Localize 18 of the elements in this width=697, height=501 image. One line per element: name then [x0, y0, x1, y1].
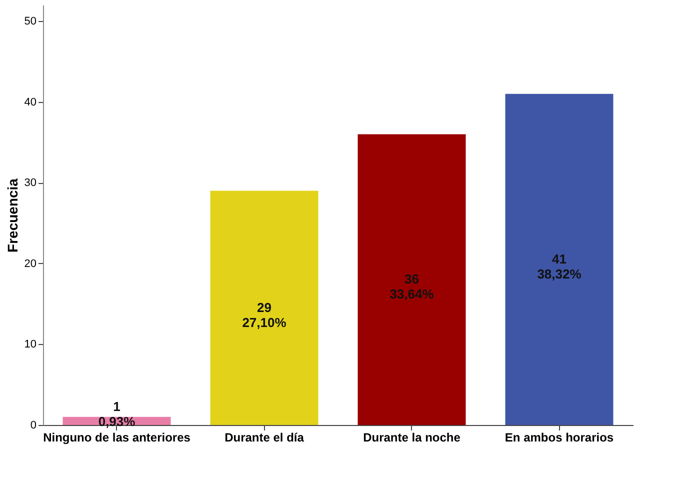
bar — [210, 190, 318, 425]
x-tick-label: En ambos horarios — [504, 430, 614, 444]
x-tick-label: Ninguno de las anteriores — [43, 430, 191, 444]
y-tick-label: 20 — [24, 258, 36, 270]
data-label: 36 33,64% — [390, 272, 434, 302]
y-tick-label: 50 — [24, 16, 36, 28]
x-tick-label: Durante el día — [224, 430, 304, 444]
data-label: 29 27,10% — [242, 300, 287, 330]
x-tick-label: Durante la noche — [363, 430, 461, 444]
bar — [358, 134, 466, 425]
bar — [505, 94, 614, 425]
y-tick-label: 40 — [24, 96, 36, 108]
data-label: 41 38,32% — [537, 251, 582, 282]
y-tick-label: 10 — [24, 338, 36, 351]
y-tick-label: 0 — [30, 420, 36, 432]
y-tick-label: 30 — [24, 177, 36, 190]
data-label: 1 0,93% — [98, 398, 136, 429]
y-axis-title: Frecuencia — [4, 178, 20, 252]
